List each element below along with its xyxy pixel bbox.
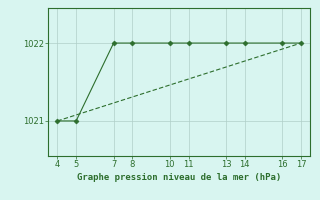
X-axis label: Graphe pression niveau de la mer (hPa): Graphe pression niveau de la mer (hPa) (77, 173, 281, 182)
